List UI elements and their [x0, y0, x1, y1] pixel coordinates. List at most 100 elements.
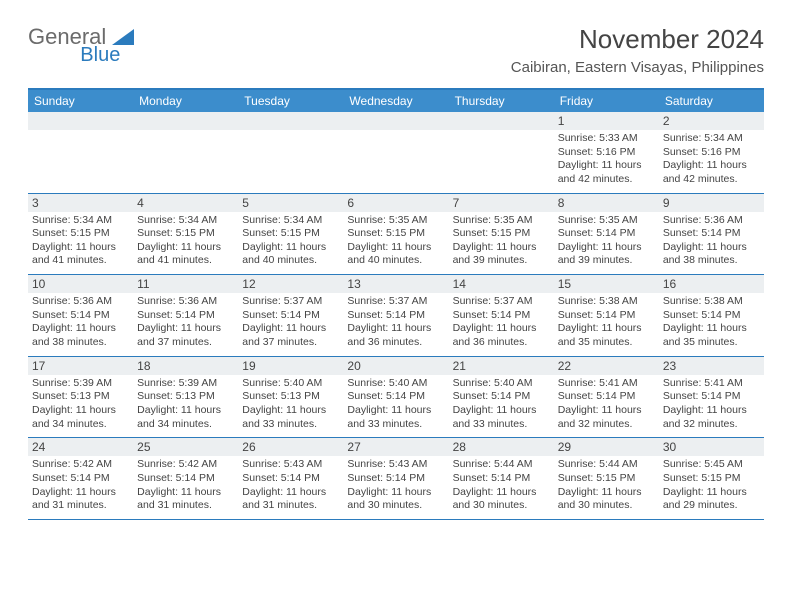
day-cell: 27Sunrise: 5:43 AMSunset: 5:14 PMDayligh… — [343, 438, 448, 519]
day-number: 21 — [449, 357, 554, 375]
day-cell: 2 Sunrise: 5:34 AMSunset: 5:16 PMDaylight… — [659, 112, 764, 193]
daylight-text: Daylight: 11 hours and 35 minutes. — [558, 322, 655, 349]
day-cell: 17Sunrise: 5:39 AMSunset: 5:13 PMDayligh… — [28, 357, 133, 438]
daylight-text: Daylight: 11 hours and 31 minutes. — [137, 486, 234, 513]
sunset-text: Sunset: 5:14 PM — [663, 309, 760, 323]
day-number: 5 — [238, 194, 343, 212]
day-number: 14 — [449, 275, 554, 293]
day-cell: 1Sunrise: 5:33 AMSunset: 5:16 PMDaylight… — [554, 112, 659, 193]
daylight-text: Daylight: 11 hours and 37 minutes. — [242, 322, 339, 349]
daylight-text: Daylight: 11 hours and 41 minutes. — [32, 241, 129, 268]
sunset-text: Sunset: 5:14 PM — [558, 390, 655, 404]
daylight-text: Daylight: 11 hours and 41 minutes. — [137, 241, 234, 268]
weekday-header: Saturday — [659, 90, 764, 112]
sunset-text: Sunset: 5:14 PM — [663, 227, 760, 241]
sunrise-text: Sunrise: 5:42 AM — [137, 458, 234, 472]
daylight-text: Daylight: 11 hours and 32 minutes. — [663, 404, 760, 431]
sunrise-text: Sunrise: 5:37 AM — [453, 295, 550, 309]
day-number: 30 — [659, 438, 764, 456]
sunrise-text: Sunrise: 5:38 AM — [558, 295, 655, 309]
location-text: Caibiran, Eastern Visayas, Philippines — [511, 59, 764, 76]
sunset-text: Sunset: 5:15 PM — [453, 227, 550, 241]
sunset-text: Sunset: 5:14 PM — [453, 390, 550, 404]
daylight-text: Daylight: 11 hours and 30 minutes. — [453, 486, 550, 513]
sunset-text: Sunset: 5:16 PM — [663, 146, 760, 160]
sunrise-text: Sunrise: 5:36 AM — [32, 295, 129, 309]
day-number: 25 — [133, 438, 238, 456]
empty-day-band — [133, 112, 238, 130]
day-cell: 16Sunrise: 5:38 AMSunset: 5:14 PMDayligh… — [659, 275, 764, 356]
sunrise-text: Sunrise: 5:34 AM — [663, 132, 760, 146]
day-number: 12 — [238, 275, 343, 293]
day-cell: 14Sunrise: 5:37 AMSunset: 5:14 PMDayligh… — [449, 275, 554, 356]
daylight-text: Daylight: 11 hours and 31 minutes. — [32, 486, 129, 513]
sunrise-text: Sunrise: 5:40 AM — [453, 377, 550, 391]
day-cell: 4Sunrise: 5:34 AMSunset: 5:15 PMDaylight… — [133, 194, 238, 275]
day-cell: 21Sunrise: 5:40 AMSunset: 5:14 PMDayligh… — [449, 357, 554, 438]
sunrise-text: Sunrise: 5:39 AM — [32, 377, 129, 391]
calendar-grid: Sunday Monday Tuesday Wednesday Thursday… — [28, 88, 764, 520]
day-cell: 20Sunrise: 5:40 AMSunset: 5:14 PMDayligh… — [343, 357, 448, 438]
day-cell: 3Sunrise: 5:34 AMSunset: 5:15 PMDaylight… — [28, 194, 133, 275]
sunset-text: Sunset: 5:15 PM — [32, 227, 129, 241]
day-number: 20 — [343, 357, 448, 375]
weekday-header: Friday — [554, 90, 659, 112]
sunrise-text: Sunrise: 5:35 AM — [453, 214, 550, 228]
daylight-text: Daylight: 11 hours and 34 minutes. — [32, 404, 129, 431]
day-cell: 30Sunrise: 5:45 AMSunset: 5:15 PMDayligh… — [659, 438, 764, 519]
week-row: 3Sunrise: 5:34 AMSunset: 5:15 PMDaylight… — [28, 194, 764, 276]
daylight-text: Daylight: 11 hours and 38 minutes. — [32, 322, 129, 349]
day-cell: 9 Sunrise: 5:36 AMSunset: 5:14 PMDaylight… — [659, 194, 764, 275]
weekday-header: Thursday — [449, 90, 554, 112]
month-title: November 2024 — [511, 24, 764, 55]
day-cell: 13Sunrise: 5:37 AMSunset: 5:14 PMDayligh… — [343, 275, 448, 356]
sunset-text: Sunset: 5:13 PM — [137, 390, 234, 404]
sunrise-text: Sunrise: 5:41 AM — [558, 377, 655, 391]
empty-day-band — [449, 112, 554, 130]
sunrise-text: Sunrise: 5:37 AM — [242, 295, 339, 309]
daylight-text: Daylight: 11 hours and 37 minutes. — [137, 322, 234, 349]
week-row: 17Sunrise: 5:39 AMSunset: 5:13 PMDayligh… — [28, 357, 764, 439]
day-number: 2 — [659, 112, 764, 130]
week-row: 10Sunrise: 5:36 AMSunset: 5:14 PMDayligh… — [28, 275, 764, 357]
sunrise-text: Sunrise: 5:42 AM — [32, 458, 129, 472]
daylight-text: Daylight: 11 hours and 31 minutes. — [242, 486, 339, 513]
day-cell: 26Sunrise: 5:43 AMSunset: 5:14 PMDayligh… — [238, 438, 343, 519]
day-cell: 24Sunrise: 5:42 AMSunset: 5:14 PMDayligh… — [28, 438, 133, 519]
title-block: November 2024 Caibiran, Eastern Visayas,… — [511, 24, 764, 76]
sunset-text: Sunset: 5:14 PM — [453, 309, 550, 323]
day-number: 26 — [238, 438, 343, 456]
sunset-text: Sunset: 5:14 PM — [347, 309, 444, 323]
daylight-text: Daylight: 11 hours and 33 minutes. — [242, 404, 339, 431]
daylight-text: Daylight: 11 hours and 36 minutes. — [347, 322, 444, 349]
weeks-container: 1Sunrise: 5:33 AMSunset: 5:16 PMDaylight… — [28, 112, 764, 520]
sunrise-text: Sunrise: 5:35 AM — [347, 214, 444, 228]
week-row: 1 Sunrise: 5:33 AM Sunset: 5:16 PMDaylight… — [28, 112, 764, 194]
sunrise-text: Sunrise: 5:36 AM — [663, 214, 760, 228]
sunset-text: Sunset: 5:14 PM — [558, 227, 655, 241]
daylight-text: Daylight: 11 hours and 38 minutes. — [663, 241, 760, 268]
logo-text-blue: Blue — [80, 44, 120, 67]
day-number: 15 — [554, 275, 659, 293]
day-number: 27 — [343, 438, 448, 456]
daylight-text: Daylight: 11 hours and 42 minutes. — [663, 159, 760, 186]
sunset-text: Sunset: 5:13 PM — [32, 390, 129, 404]
sunset-text: Sunset: 5:14 PM — [347, 472, 444, 486]
empty-day-band — [343, 112, 448, 130]
sunrise-text: Sunrise: 5:40 AM — [242, 377, 339, 391]
day-cell — [133, 112, 238, 193]
day-number: 24 — [28, 438, 133, 456]
empty-day-band — [238, 112, 343, 130]
day-number: 22 — [554, 357, 659, 375]
day-cell: 6Sunrise: 5:35 AMSunset: 5:15 PMDaylight… — [343, 194, 448, 275]
sunrise-text: Sunrise: 5:33 AM — [558, 132, 655, 146]
day-cell: 28Sunrise: 5:44 AMSunset: 5:14 PMDayligh… — [449, 438, 554, 519]
day-number: 1 — [554, 112, 659, 130]
day-number: 9 — [659, 194, 764, 212]
daylight-text: Daylight: 11 hours and 30 minutes. — [347, 486, 444, 513]
sunset-text: Sunset: 5:15 PM — [242, 227, 339, 241]
sunrise-text: Sunrise: 5:41 AM — [663, 377, 760, 391]
day-number: 10 — [28, 275, 133, 293]
day-number: 18 — [133, 357, 238, 375]
sunset-text: Sunset: 5:14 PM — [242, 309, 339, 323]
